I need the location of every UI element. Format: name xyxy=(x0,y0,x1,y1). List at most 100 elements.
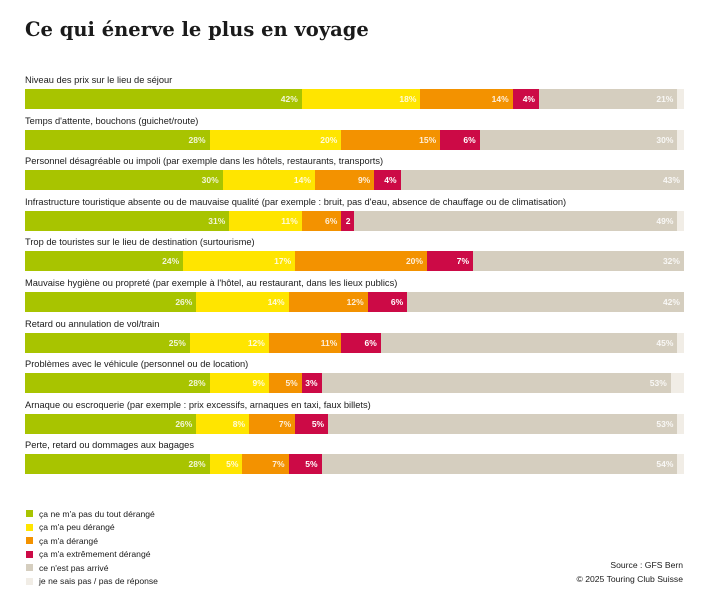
bar-segment-light xyxy=(670,373,684,394)
bar-segment-light xyxy=(677,129,684,150)
data-label: 30% xyxy=(201,175,219,186)
data-label: 12% xyxy=(247,337,265,348)
bar-segment-beige: 45% xyxy=(380,332,678,353)
source-text: Source : GFS Bern xyxy=(610,560,683,570)
legend-label: ça m'a dérangé xyxy=(39,535,98,546)
bar-segment-green: 28% xyxy=(25,129,210,150)
bar-segment-orange: 20% xyxy=(295,251,427,272)
data-label: 24% xyxy=(162,256,180,267)
row-label: Retard ou annulation de vol/train xyxy=(25,318,160,329)
legend: ça ne m'a pas du tout dérangé ça m'a peu… xyxy=(26,507,158,588)
bar-segment-beige: 21% xyxy=(538,89,678,109)
stacked-bar: 28% 5% 7% 5% 54% xyxy=(25,454,684,475)
data-label: 30% xyxy=(656,134,674,145)
legend-label: ça m'a extrêmement dérangé xyxy=(39,549,151,560)
legend-swatch-yellow xyxy=(26,523,33,531)
data-label: 9% xyxy=(357,175,371,186)
legend-label: je ne sais pas / pas de réponse xyxy=(39,576,158,587)
bar-segment-red: 3% xyxy=(301,373,322,394)
legend-swatch-green xyxy=(26,510,33,518)
bar-segment-orange: 6% xyxy=(301,210,342,231)
bar-segment-light xyxy=(677,332,684,353)
data-label: 31% xyxy=(208,215,226,226)
data-label: 9% xyxy=(252,378,265,389)
data-label: 2 xyxy=(345,215,351,226)
legend-label: ce n'est pas arrivé xyxy=(39,562,109,573)
bar-segment-light xyxy=(677,413,684,434)
bar-segment-beige: 42% xyxy=(407,292,684,312)
data-label: 6% xyxy=(390,297,404,307)
data-label: 42% xyxy=(280,94,298,104)
data-label: 20% xyxy=(405,256,423,267)
data-label: 28% xyxy=(188,459,206,470)
bar-segment-yellow: 14% xyxy=(196,292,289,312)
data-label: 4% xyxy=(384,175,397,186)
data-label: 14% xyxy=(267,297,285,307)
data-label: 32% xyxy=(662,256,680,267)
data-label: 6% xyxy=(325,215,338,226)
data-label: 15% xyxy=(419,134,437,145)
bar-segment-light xyxy=(677,454,684,475)
data-label: 5% xyxy=(226,459,239,470)
data-label: 28% xyxy=(188,378,206,389)
bar-segment-yellow: 8% xyxy=(196,413,250,434)
bar-segment-green: 26% xyxy=(25,413,197,434)
row-label: Infrastructure touristique absente ou de… xyxy=(25,196,567,207)
source-note: Source : GFS Bern © 2025 Touring Club Su… xyxy=(577,559,684,586)
bar-segment-beige: 30% xyxy=(479,129,678,150)
bar-segment-beige: 53% xyxy=(321,373,671,394)
stacked-bar: 31% 11% 6% 2 49% xyxy=(25,210,684,231)
bar-segment-orange: 7% xyxy=(249,413,296,434)
data-label: 7% xyxy=(278,418,292,429)
stacked-bar: 24% 17% 20% 7% 32% xyxy=(25,251,684,272)
bar-segment-green: 28% xyxy=(25,373,210,394)
copyright-text: © 2025 Touring Club Suisse xyxy=(576,573,684,584)
bar-segment-orange: 11% xyxy=(268,332,342,353)
legend-swatch-beige xyxy=(26,564,33,572)
bar-segment-light xyxy=(677,89,684,109)
data-label: 20% xyxy=(320,134,338,145)
bar-segment-orange: 14% xyxy=(420,89,513,109)
bar-segment-beige: 49% xyxy=(354,210,678,231)
data-label: 18% xyxy=(399,94,417,104)
bar-segment-green: 31% xyxy=(25,210,230,231)
legend-item-orange: ça m'a dérangé xyxy=(26,534,158,548)
bar-segment-red: 4% xyxy=(512,89,539,109)
legend-swatch-light xyxy=(26,577,33,585)
data-label: 26% xyxy=(175,297,193,307)
legend-swatch-red xyxy=(26,550,33,558)
data-label: 12% xyxy=(346,297,364,307)
row-label: Arnaque ou escroquerie (par exemple : pr… xyxy=(25,399,371,410)
bar-segment-light xyxy=(677,210,684,231)
bar-segment-orange: 7% xyxy=(242,454,289,475)
bar-segment-green: 28% xyxy=(25,454,210,475)
row-label: Temps d'attente, bouchons (guichet/route… xyxy=(25,115,199,126)
bar-segment-green: 42% xyxy=(25,89,302,109)
bar-segment-orange: 9% xyxy=(314,170,375,191)
stacked-bar: 28% 9% 5% 3% 53% xyxy=(25,373,684,394)
bar-segment-red: 6% xyxy=(367,292,408,312)
data-label: 6% xyxy=(463,134,476,145)
bar-segment-yellow: 17% xyxy=(183,251,296,272)
legend-item-green: ça ne m'a pas du tout dérangé xyxy=(26,507,158,521)
bar-segment-red: 5% xyxy=(288,454,322,475)
data-label: 49% xyxy=(656,215,674,226)
row-label: Perte, retard ou dommages aux bagages xyxy=(25,440,194,451)
data-label: 11% xyxy=(320,337,338,348)
legend-item-yellow: ça m'a peu dérangé xyxy=(26,521,158,535)
bar-segment-orange: 12% xyxy=(288,292,368,312)
legend-item-beige: ce n'est pas arrivé xyxy=(26,561,158,575)
row-label: Problèmes avec le véhicule (personnel ou… xyxy=(25,359,249,370)
bar-segment-orange: 5% xyxy=(268,373,302,394)
data-label: 17% xyxy=(274,256,292,267)
bar-segment-green: 25% xyxy=(25,332,190,353)
data-label: 53% xyxy=(649,378,667,389)
stacked-bar: 25% 12% 11% 6% 45% xyxy=(25,332,684,353)
bar-segment-green: 30% xyxy=(25,170,223,191)
bar-segment-yellow: 12% xyxy=(189,332,269,353)
bar-segment-yellow: 20% xyxy=(209,129,342,150)
legend-label: ça m'a peu dérangé xyxy=(39,522,115,533)
bar-segment-red: 6% xyxy=(440,129,480,150)
row-label: Mauvaise hygiène ou propreté (par exempl… xyxy=(25,278,398,288)
data-label: 6% xyxy=(364,337,377,348)
